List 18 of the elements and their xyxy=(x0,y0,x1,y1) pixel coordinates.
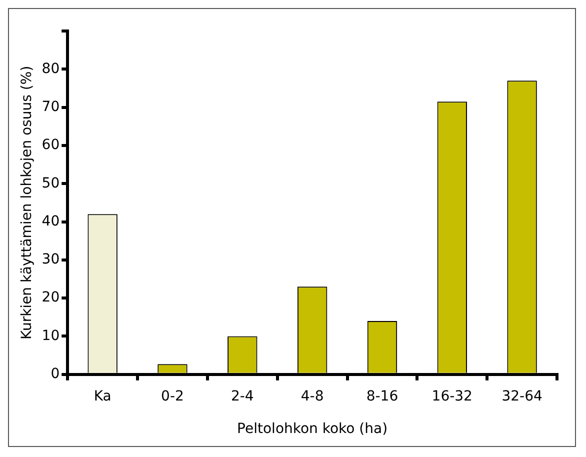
y-tick-label: 0 xyxy=(50,366,60,382)
y-tick-label: 40 xyxy=(42,213,60,230)
y-tick-label: 10 xyxy=(42,328,60,344)
x-tick-label: 4-8 xyxy=(300,388,324,404)
y-tick-label: 70 xyxy=(42,98,60,115)
x-tick-label: Ka xyxy=(94,388,112,404)
x-tick-label: 32-64 xyxy=(502,388,542,404)
y-tick-label: 20 xyxy=(42,290,60,306)
x-tick-label: 8-16 xyxy=(366,388,398,404)
x-tick-label: 16-32 xyxy=(432,388,472,404)
x-axis-title: Peltolohkon koko (ha) xyxy=(237,421,388,438)
y-axis-title: Kurkien käyttämien lohkojen osuus (%) xyxy=(19,66,36,340)
y-tick-label: 80 xyxy=(42,60,60,77)
x-tick-label: 0-2 xyxy=(161,388,184,404)
y-tick-label: 30 xyxy=(42,252,60,268)
y-tick-label: 50 xyxy=(42,175,60,192)
x-tick-label: 2-4 xyxy=(230,388,254,404)
y-tick-label: 60 xyxy=(42,137,60,154)
